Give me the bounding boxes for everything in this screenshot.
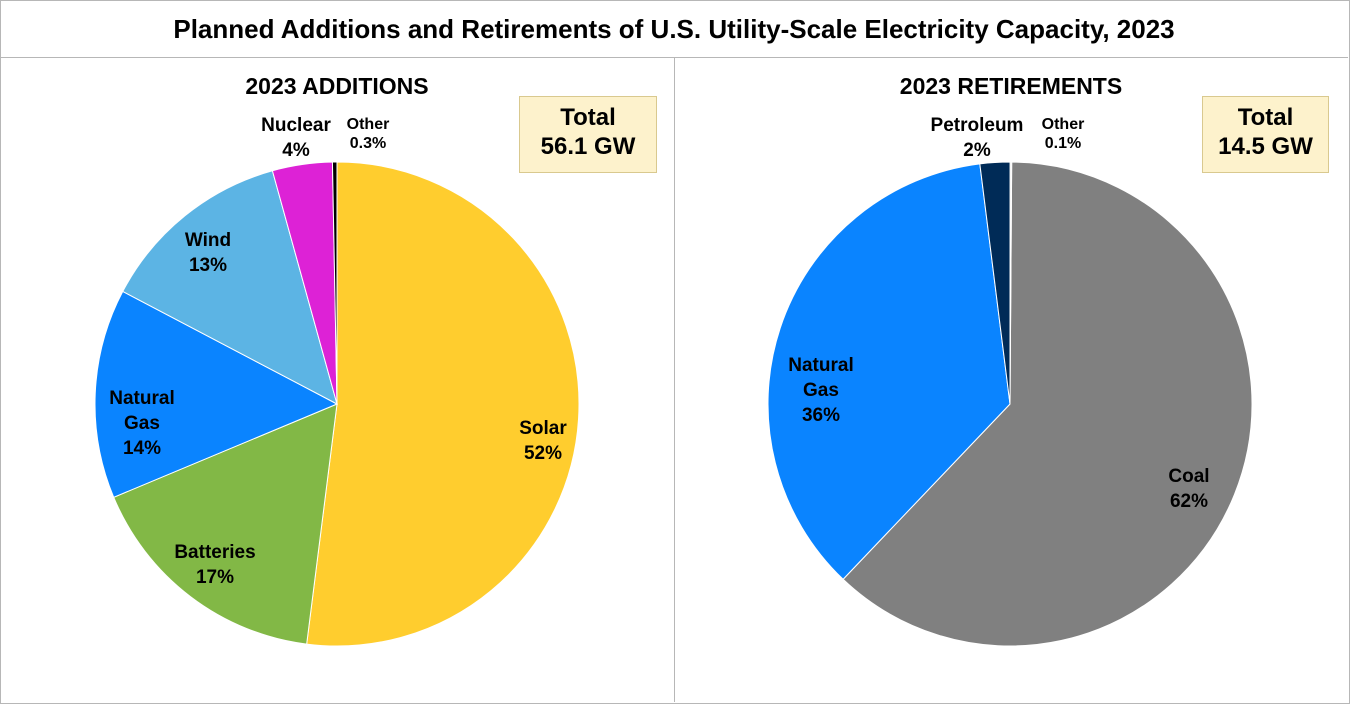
retirements-label-petroleum: Petroleum 2% [931,115,1024,161]
additions-labels: Solar 52% Batteries 17% Natural Gas 14% Wind 13%… [109,115,567,588]
retirements-chart-title: 2023 RETIREMENTS [900,73,1122,99]
retirements-panel: 2023 RETIREMENTS Coal 62% Natural Gas 36% Pet… [675,58,1348,702]
additions-pie-chart: 2023 ADDITIONS Solar 52% Batteries 17% Natur… [94,73,580,647]
additions-label-nuclear: Nuclear 4% [261,115,331,161]
additions-label-natural-gas: Natural Gas 14% [109,388,174,459]
retirements-slices [767,161,1253,647]
additions-slices [94,161,580,647]
page-title: Planned Additions and Retirements of U.S… [0,0,1348,58]
additions-slice-other [331,161,338,405]
retirements-labels: Coal 62% Natural Gas 36% Petroleum 2% Other 0.1% [788,115,1209,512]
retirements-label-other: Other 0.1% [1042,116,1085,152]
retirements-label-coal: Coal 62% [1168,466,1209,512]
additions-total-label: Total [560,104,616,131]
additions-label-wind: Wind 13% [185,230,231,276]
retirements-label-natural-gas: Natural Gas 36% [788,355,853,426]
retirements-slice-coal [842,161,1253,647]
additions-slice-solar [306,161,580,647]
retirements-slice-natural-gas [767,163,1011,580]
additions-slice-natural-gas [94,290,339,498]
retirements-total-label: Total [1237,104,1294,131]
additions-panel: 2023 ADDITIONS Solar 52% Batteries 17% Natur… [0,58,675,702]
retirements-total-value: 14.5 GW [1218,133,1313,160]
additions-total-value: 56.1 GW [540,133,636,160]
additions-chart-title: 2023 ADDITIONS [245,73,428,99]
additions-label-batteries: Batteries 17% [174,542,255,588]
retirements-pie-chart: 2023 RETIREMENTS Coal 62% Natural Gas 36% Pet… [767,73,1253,647]
additions-slice-wind [122,170,338,405]
additions-total-box: Total 56.1 GW [519,96,657,173]
retirements-total-box: Total 14.5 GW [1202,96,1329,173]
additions-slice-batteries [113,403,338,645]
additions-label-other: Other 0.3% [347,116,390,152]
additions-label-solar: Solar 52% [519,418,567,464]
retirements-slice-other [1009,161,1013,405]
